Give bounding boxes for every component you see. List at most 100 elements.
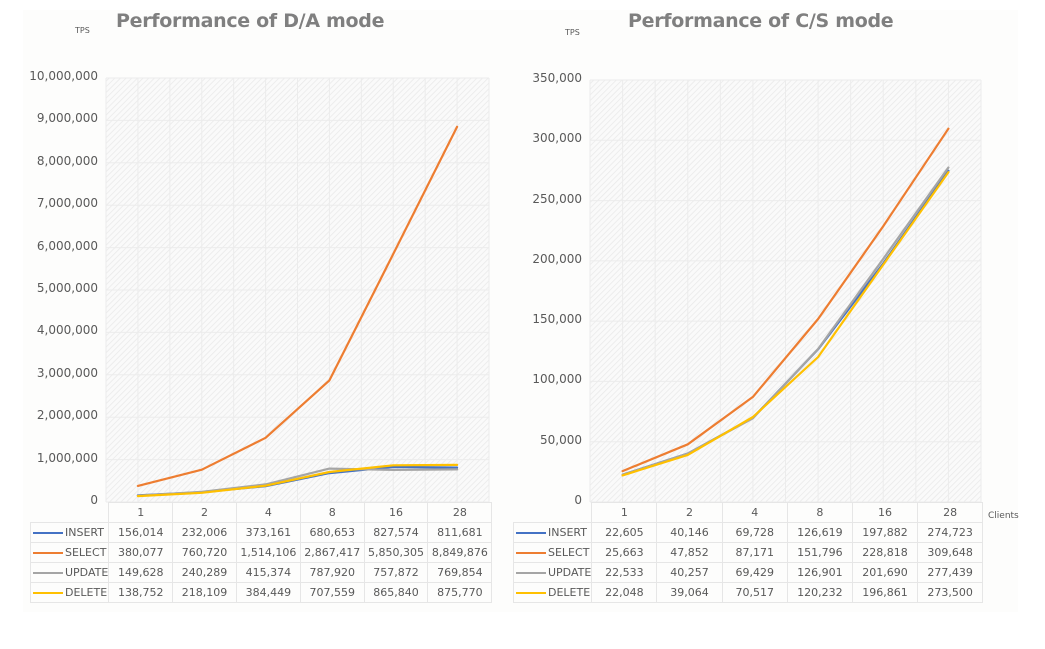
table-cell: 8,849,876 — [427, 542, 493, 563]
table-cell: 69,728 — [721, 522, 788, 543]
table-cell: 22,048 — [591, 582, 658, 603]
table-cell: 70,517 — [721, 582, 788, 603]
table-cell: 769,854 — [427, 562, 493, 583]
x-axis-label-cs: Clients — [988, 511, 1019, 521]
y-tick-label: 9,000,000 — [36, 111, 98, 126]
legend-entry-delete: DELETE — [512, 582, 593, 603]
legend-label: SELECT — [548, 546, 590, 559]
table-cell: 707,559 — [299, 582, 365, 603]
table-cell: 39,064 — [656, 582, 723, 603]
x-tick-label: 16 — [363, 502, 429, 523]
table-cell: 47,852 — [656, 542, 723, 563]
table-cell: 156,014 — [108, 522, 174, 543]
table-row: INSERT 22,605 40,146 69,728 126,619 197,882 27… — [512, 522, 984, 543]
data-table-cs: 1 2 4 8 16 28 INSERT 22,605 40,146 69,728 126,619 1… — [512, 502, 984, 603]
table-cell: 138,752 — [108, 582, 174, 603]
x-tick-label: 28 — [917, 502, 984, 523]
table-cell: 865,840 — [363, 582, 429, 603]
table-cell: 811,681 — [427, 522, 493, 543]
table-cell: 69,429 — [721, 562, 788, 583]
legend-label: UPDATE — [65, 566, 109, 579]
y-tick-label: 8,000,000 — [36, 153, 98, 168]
legend-label: INSERT — [548, 526, 587, 539]
legend-label: DELETE — [548, 586, 591, 599]
legend-entry-select: SELECT — [512, 542, 593, 563]
y-tick-label: 7,000,000 — [36, 196, 98, 211]
legend-entry-update: UPDATE — [29, 562, 110, 583]
series-line-delete — [136, 463, 459, 498]
table-cell: 1,514,106 — [235, 542, 301, 563]
y-tick-label: 200,000 — [532, 251, 582, 266]
legend-key-delete — [516, 592, 546, 594]
y-tick-label: 2,000,000 — [36, 408, 98, 423]
y-tick-label: 4,000,000 — [36, 323, 98, 338]
legend-label: SELECT — [65, 546, 107, 559]
legend-entry-delete: DELETE — [29, 582, 110, 603]
y-tick-label: 0 — [574, 493, 582, 507]
x-tick-label: 16 — [851, 502, 919, 523]
table-cell: 40,146 — [656, 522, 723, 543]
table-cell: 5,850,305 — [363, 542, 429, 563]
y-axis-label-da: TPS — [75, 26, 90, 35]
legend-key-update — [516, 572, 546, 574]
series-line-update — [621, 166, 950, 476]
table-cell: 151,796 — [786, 542, 853, 563]
legend-label: DELETE — [65, 586, 108, 599]
table-cell: 680,653 — [299, 522, 365, 543]
table-cell: 218,109 — [172, 582, 237, 603]
y-tick-label: 10,000,000 — [29, 69, 98, 83]
table-cell: 196,861 — [851, 582, 919, 603]
table-cell: 760,720 — [172, 542, 237, 563]
y-axis-label-cs: TPS — [565, 28, 580, 37]
x-tick-label: 28 — [427, 502, 493, 523]
table-row: SELECT 25,663 47,852 87,171 151,796 228,818 30… — [512, 542, 984, 563]
table-cell: 273,500 — [917, 582, 984, 603]
legend-label: INSERT — [65, 526, 104, 539]
table-corner — [31, 503, 109, 523]
y-tick-label: 300,000 — [532, 131, 582, 146]
legend-key-select — [33, 552, 63, 554]
table-cell: 380,077 — [108, 542, 174, 563]
table-cell: 277,439 — [917, 562, 984, 583]
y-tick-label: 0 — [90, 493, 98, 507]
table-cell: 787,920 — [299, 562, 365, 583]
table-cell: 149,628 — [108, 562, 174, 583]
y-tick-label: 350,000 — [532, 71, 582, 85]
y-tick-label: 5,000,000 — [36, 281, 98, 295]
table-cell: 757,872 — [363, 562, 429, 583]
legend-key-insert — [516, 532, 546, 534]
legend-key-update — [33, 572, 63, 574]
table-corner — [514, 503, 592, 523]
table-row: SELECT 380,077 760,720 1,514,106 2,867,417 5,… — [29, 542, 493, 563]
x-tick-label: 4 — [235, 502, 301, 523]
series-line-select — [136, 125, 459, 487]
legend-key-insert — [33, 532, 63, 534]
y-tick-label: 150,000 — [532, 312, 582, 327]
x-tick-label: 1 — [108, 502, 174, 523]
y-tick-label: 3,000,000 — [36, 365, 98, 380]
x-tick-label: 8 — [786, 502, 853, 523]
table-cell: 40,257 — [656, 562, 723, 583]
table-cell: 2,867,417 — [299, 542, 365, 563]
table-cell: 875,770 — [427, 582, 493, 603]
y-tick-label: 1,000,000 — [36, 450, 98, 465]
table-cell: 87,171 — [721, 542, 788, 563]
legend-key-delete — [33, 592, 63, 594]
legend-entry-insert: INSERT — [29, 522, 110, 543]
legend-entry-update: UPDATE — [512, 562, 593, 583]
table-cell: 120,232 — [786, 582, 853, 603]
table-cell: 126,619 — [786, 522, 853, 543]
table-cell: 232,006 — [172, 522, 237, 543]
table-cell: 25,663 — [591, 542, 658, 563]
table-cell: 126,901 — [786, 562, 853, 583]
x-tick-label: 8 — [299, 502, 365, 523]
table-cell: 415,374 — [235, 562, 301, 583]
table-row: INSERT 156,014 232,006 373,161 680,653 827,57… — [29, 522, 493, 543]
table-row: UPDATE 22,533 40,257 69,429 126,901 201,690 27… — [512, 562, 984, 583]
table-cell: 827,574 — [363, 522, 429, 543]
y-tick-label: 50,000 — [540, 432, 582, 447]
table-cell: 197,882 — [851, 522, 919, 543]
series-line-delete — [621, 171, 950, 477]
